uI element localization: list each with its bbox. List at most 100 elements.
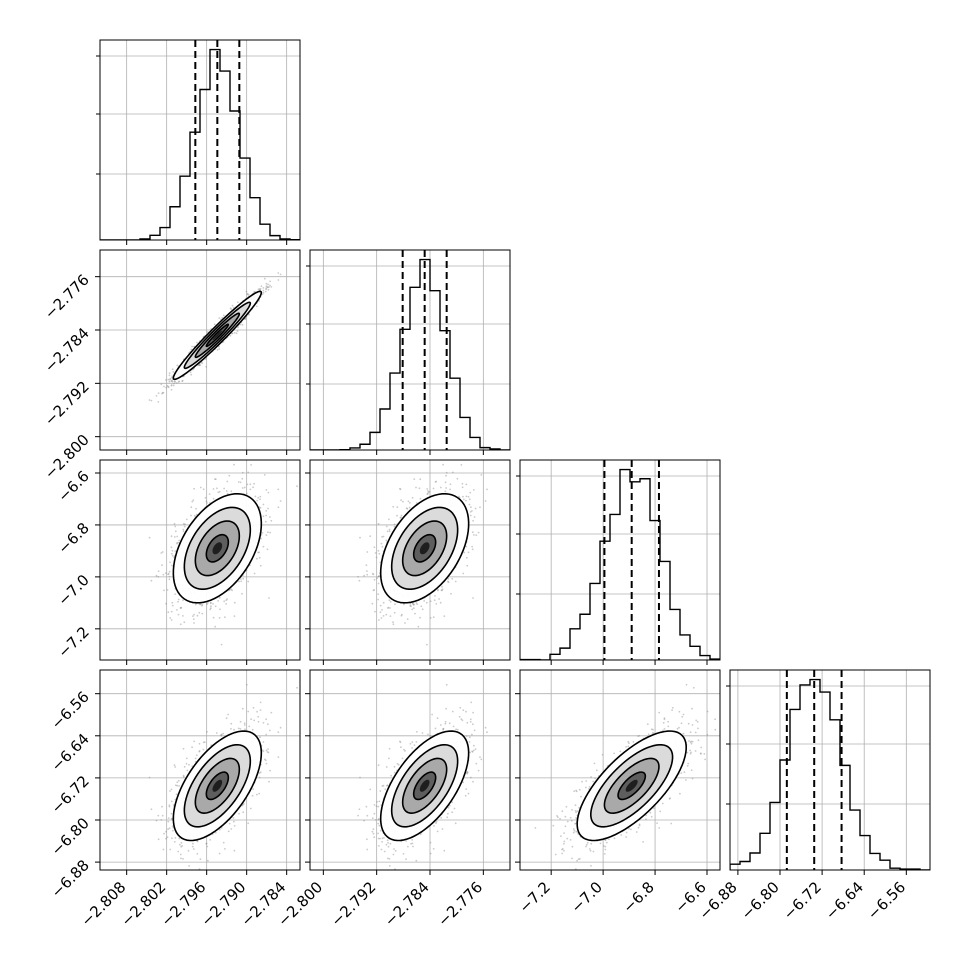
scatter-point	[170, 800, 173, 803]
scatter-point	[381, 609, 383, 611]
scatter-point	[195, 754, 198, 757]
scatter-point	[185, 518, 188, 521]
scatter-point	[157, 838, 160, 841]
scatter-point	[194, 514, 196, 517]
scatter-point	[468, 503, 471, 506]
scatter-point	[190, 514, 192, 517]
scatter-point	[179, 853, 182, 856]
scatter-point	[382, 601, 385, 604]
scatter-point	[402, 500, 404, 503]
contour-line	[401, 520, 448, 577]
scatter-point	[210, 607, 212, 610]
scatter-point	[192, 842, 194, 845]
scatter-point	[161, 392, 163, 395]
scatter-point	[385, 525, 388, 528]
scatter-point	[177, 541, 180, 544]
scatter-point	[192, 499, 195, 501]
scatter-point	[235, 332, 238, 335]
scatter-point	[419, 616, 421, 619]
scatter-point	[202, 488, 205, 491]
panel-1-0: −2.800−2.792−2.784−2.776	[41, 249, 301, 483]
scatter-point	[161, 814, 164, 817]
scatter-point	[434, 595, 436, 597]
scatter-point	[471, 548, 474, 551]
scatter-point	[178, 539, 181, 542]
scatter-point	[214, 625, 217, 628]
scatter-point	[226, 598, 229, 600]
contour-line	[379, 492, 470, 604]
scatter-point	[425, 601, 428, 604]
scatter-point	[176, 877, 178, 879]
scatter-point	[169, 790, 171, 792]
scatter-point	[262, 291, 265, 294]
scatter-point	[212, 603, 214, 605]
scatter-point	[468, 498, 471, 501]
scatter-point	[148, 536, 151, 539]
scatter-point	[257, 288, 260, 291]
scatter-point	[441, 589, 443, 592]
scatter-point	[394, 603, 396, 606]
scatter-point	[400, 499, 402, 501]
scatter-point	[193, 613, 195, 616]
scatter-point	[267, 723, 269, 726]
scatter-point	[165, 837, 167, 840]
scatter-point	[225, 599, 228, 602]
scatter-point	[376, 577, 378, 580]
scatter-point	[252, 788, 255, 790]
scatter-point	[465, 483, 468, 486]
scatter-point	[269, 729, 271, 732]
scatter-point	[419, 478, 422, 481]
scatter-point	[174, 530, 177, 533]
scatter-point	[260, 444, 262, 446]
scatter-point	[221, 316, 224, 319]
scatter-point	[259, 736, 261, 739]
scatter-point	[470, 444, 472, 446]
scatter-point	[247, 471, 250, 474]
scatter-point	[407, 500, 410, 503]
scatter-point	[263, 474, 266, 476]
panel-frame	[309, 249, 511, 451]
scatter-point	[171, 549, 174, 552]
scatter-point	[377, 575, 380, 578]
scatter-point	[180, 606, 183, 609]
density-shade	[212, 542, 223, 555]
scatter-point	[173, 380, 176, 383]
scatter-point	[185, 757, 188, 760]
scatter-point	[237, 481, 240, 483]
scatter-point	[163, 589, 165, 592]
scatter-point	[171, 554, 174, 557]
scatter-point	[379, 611, 382, 614]
scatter-point	[199, 364, 202, 366]
scatter-point	[173, 522, 176, 525]
scatter-point	[218, 828, 221, 831]
scatter-point	[230, 490, 233, 493]
scatter-point	[169, 561, 171, 564]
scatter-point	[177, 600, 179, 603]
contour-line	[172, 290, 263, 381]
scatter-point	[174, 837, 177, 839]
scatter-point	[165, 386, 168, 389]
scatter-point	[169, 848, 172, 851]
scatter-point	[373, 546, 376, 549]
scatter-point	[161, 551, 164, 553]
scatter-point	[247, 293, 250, 296]
scatter-point	[465, 556, 468, 559]
scatter-point	[233, 615, 236, 617]
scatter-point	[170, 817, 173, 820]
scatter-point	[161, 564, 163, 567]
scatter-point	[259, 709, 262, 711]
y-tick-label: −2.784	[41, 324, 93, 376]
scatter-point	[163, 385, 165, 388]
scatter-point	[417, 625, 420, 628]
scatter-point	[206, 502, 208, 504]
scatter-point	[265, 287, 268, 289]
scatter-point	[461, 486, 464, 489]
scatter-point	[429, 617, 432, 619]
scatter-point	[190, 348, 193, 351]
scatter-point	[267, 286, 269, 289]
scatter-point	[374, 552, 377, 554]
scatter-point	[256, 557, 258, 560]
scatter-point	[259, 564, 262, 567]
scatter-point	[176, 541, 179, 544]
scatter-point	[237, 727, 240, 730]
